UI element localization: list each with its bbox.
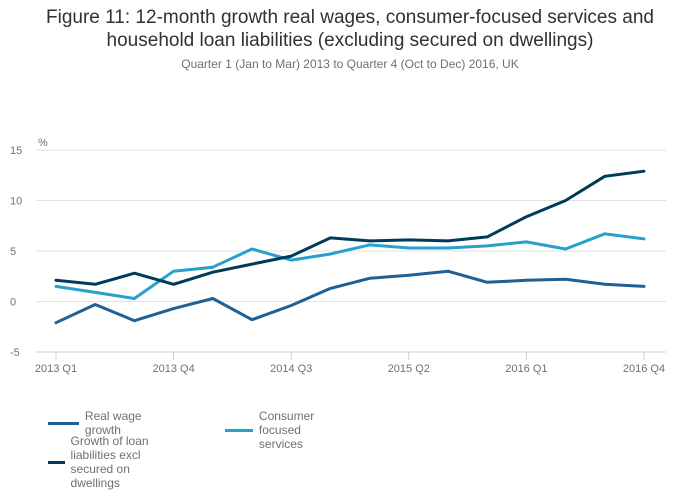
x-tick-label: 2013 Q4 (152, 363, 194, 375)
legend-swatch (48, 460, 65, 464)
legend-item[interactable]: Consumer focused services (225, 409, 338, 451)
legend-label: Consumer focused services (258, 409, 315, 451)
series-line-1 (54, 269, 646, 325)
legend-label: Real wage growth (84, 409, 142, 437)
legend-swatch (48, 421, 79, 425)
x-tick-label: 2014 Q3 (270, 363, 312, 375)
x-tick-label: 2013 Q1 (35, 363, 77, 375)
y-tick-label: 0 (10, 297, 16, 309)
y-axis-label: % (38, 137, 48, 149)
chart-subtitle: Quarter 1 (Jan to Mar) 2013 to Quarter 4… (181, 57, 519, 71)
x-tick-label: 2016 Q4 (623, 363, 665, 375)
x-tick-label: 2015 Q2 (388, 363, 430, 375)
legend-label: Growth of loan liabilities excl secured … (70, 434, 149, 490)
y-tick-label: 10 (10, 196, 22, 208)
series-line-3 (54, 169, 646, 286)
y-tick-label: 15 (10, 145, 22, 157)
legend-item[interactable]: Real wage growth (48, 409, 142, 437)
legend-swatch (225, 428, 253, 432)
x-tick-label: 2016 Q1 (505, 363, 547, 375)
series-line-2 (54, 232, 646, 300)
chart-title: Figure 11: 12-month growth real wages, c… (46, 7, 654, 51)
y-tick-label: 5 (10, 246, 16, 258)
legend-item[interactable]: Growth of loan liabilities excl secured … (48, 434, 155, 490)
y-tick-label: -5 (10, 347, 20, 359)
